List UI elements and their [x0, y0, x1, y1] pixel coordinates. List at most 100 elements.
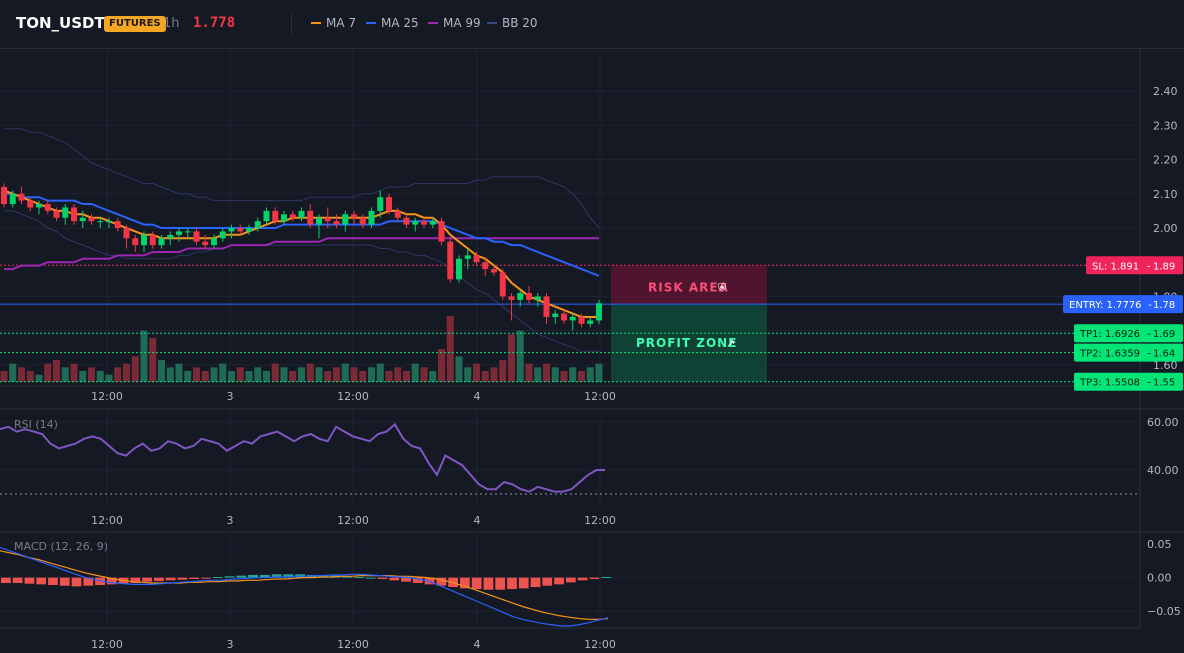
- level-tag-tp1: [1074, 324, 1183, 343]
- volume-bar: [9, 363, 17, 382]
- price-tick-label: 1.60: [1153, 359, 1178, 372]
- volume-bar: [175, 363, 183, 382]
- macd-histogram-bar: [106, 577, 117, 585]
- candle-body: [211, 238, 217, 246]
- macd-histogram-bar: [1, 577, 11, 584]
- macd-histogram-bar: [354, 576, 364, 578]
- candle-body: [106, 221, 112, 223]
- candle-body: [1, 186, 7, 205]
- macd-panel: MACD (12, 26, 9) 0.05 0.00 −0.05: [0, 538, 1181, 627]
- candle-body: [342, 214, 349, 225]
- time-axis-label: 12:00: [91, 514, 123, 527]
- macd-histogram-bar: [495, 577, 506, 590]
- volume-bar: [61, 367, 69, 382]
- ma99-line: [4, 237, 599, 271]
- price-tick-label: 2.00: [1153, 222, 1178, 235]
- legend-ma25[interactable]: MA 25: [366, 16, 419, 30]
- candle-body: [149, 234, 156, 246]
- trade-zones: RISK AREA⛨ PROFIT ZONE↗: [611, 265, 767, 382]
- candle-body: [158, 238, 165, 246]
- candle-body: [307, 210, 314, 225]
- macd-histogram-bar: [401, 577, 411, 582]
- candle-body: [272, 210, 279, 222]
- candle-body: [254, 221, 261, 228]
- risk-zone: [611, 265, 767, 305]
- volume-bar: [551, 367, 559, 382]
- time-axis-label: 12:00: [584, 390, 616, 403]
- macd-histogram-bar: [271, 574, 282, 578]
- macd-histogram-bar: [471, 577, 482, 590]
- candle-body: [447, 241, 454, 280]
- volume-bar: [438, 349, 445, 382]
- volume-bar: [184, 371, 192, 382]
- volume-bar: [499, 360, 507, 382]
- macd-histogram-bar: [530, 577, 541, 588]
- volume-bar: [254, 367, 262, 382]
- last-price: 1.778: [193, 15, 236, 31]
- candle-body: [184, 231, 191, 233]
- volume-bar: [18, 367, 25, 382]
- time-axis-label: 12:00: [584, 638, 616, 651]
- volume-bar: [315, 367, 323, 382]
- volume-bar: [578, 371, 585, 382]
- time-axis-label: 12:00: [337, 390, 369, 403]
- macd-histogram-bar: [189, 577, 200, 579]
- candle-body: [298, 210, 305, 218]
- candle-body: [114, 221, 121, 228]
- legend-ma99[interactable]: MA 99: [428, 16, 481, 30]
- candle-body: [534, 296, 541, 300]
- macd-histogram-bar: [601, 576, 611, 578]
- price-tick-label: 2.20: [1153, 154, 1178, 167]
- candle-body: [456, 258, 462, 280]
- legend-bb20[interactable]: BB 20: [487, 16, 538, 30]
- candle-body: [62, 207, 69, 218]
- time-axis-label: 4: [474, 514, 481, 527]
- macd-histogram-bar: [483, 577, 494, 590]
- level-tag-label: TP1: 1.6926: [1079, 329, 1140, 340]
- macd-histogram-bar: [212, 576, 223, 578]
- candle-body: [526, 293, 532, 300]
- volume-bar: [53, 360, 60, 382]
- macd-tick-label: 0.05: [1147, 538, 1172, 551]
- level-tag-sep: -: [1147, 349, 1151, 360]
- legend-label: MA 99: [443, 16, 481, 30]
- macd-histogram-bar: [142, 577, 152, 582]
- legend-ma7[interactable]: MA 7: [311, 16, 356, 30]
- price-tick-label: 2.10: [1153, 188, 1178, 201]
- macd-histogram-bar: [48, 577, 58, 586]
- candle-body: [508, 296, 515, 300]
- volume-bar: [280, 367, 288, 382]
- volume-bar: [586, 367, 594, 382]
- macd-histogram-bar: [59, 577, 70, 586]
- trading-chart[interactable]: RISK AREA⛨ PROFIT ZONE↗ 2.40 2.30 2.20 2.10 2…: [0, 48, 1184, 653]
- macd-histogram-bar: [389, 577, 400, 581]
- macd-histogram-bar: [518, 577, 529, 589]
- volume-bar: [490, 367, 498, 382]
- candle-body: [44, 204, 51, 211]
- macd-histogram-bar: [436, 577, 447, 586]
- candle-body: [9, 193, 16, 205]
- volume-bar: [543, 363, 550, 382]
- symbol-label[interactable]: TON_USDT: [16, 14, 105, 32]
- volume-bar: [105, 374, 113, 382]
- rsi-tick-label: 40.00: [1147, 464, 1179, 477]
- macd-histogram-bar: [71, 577, 82, 587]
- macd-histogram-bar: [24, 577, 35, 584]
- timeframe-label[interactable]: 1h: [163, 16, 180, 31]
- rsi-line: [0, 422, 605, 493]
- volume-bar: [376, 363, 384, 382]
- volume-bar: [236, 367, 244, 382]
- candle-body: [202, 241, 209, 246]
- candle-body: [438, 221, 445, 242]
- candle-body: [482, 262, 489, 270]
- macd-histogram-bar: [589, 577, 600, 579]
- volume-bar: [481, 371, 489, 382]
- macd-histogram-bar: [365, 577, 376, 579]
- time-axis-label: 12:00: [337, 638, 369, 651]
- legend-label: MA 25: [381, 16, 419, 30]
- candle-body: [429, 221, 436, 225]
- candlesticks: [1, 183, 602, 331]
- candle-body: [289, 214, 296, 218]
- time-axis-label: 12:00: [91, 638, 123, 651]
- volume-bar: [464, 367, 472, 382]
